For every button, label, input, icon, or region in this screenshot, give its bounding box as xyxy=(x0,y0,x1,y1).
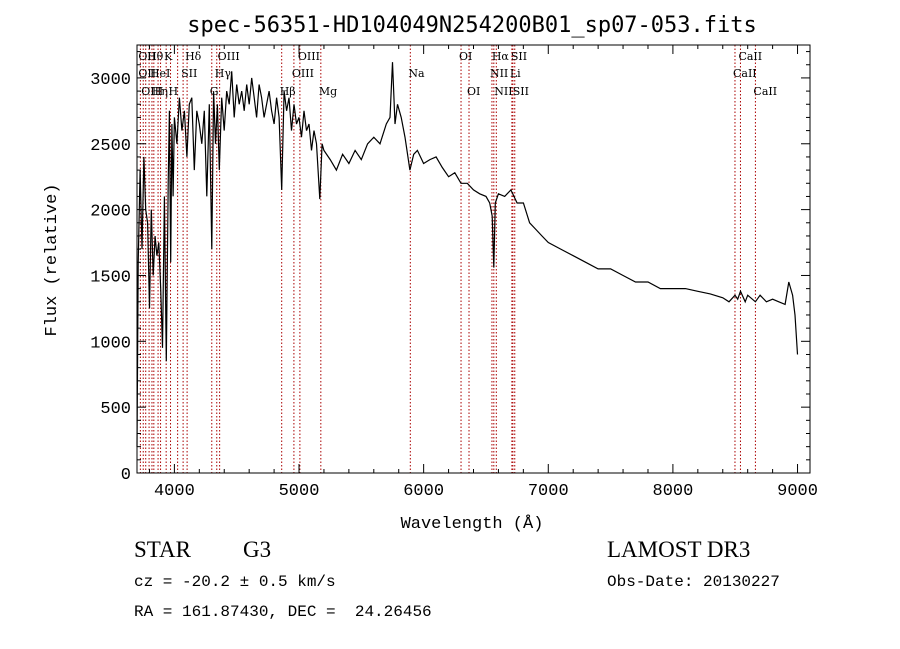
line-label-3-top: Hθ xyxy=(147,50,164,63)
line-label-20-mid: Na xyxy=(408,67,425,80)
line-label-0-top: OII xyxy=(138,50,156,63)
y-tick-label-5: 2500 xyxy=(90,137,131,156)
line-label-1-low: OIII xyxy=(141,85,163,98)
y-tick-label-6: 3000 xyxy=(90,71,131,90)
line-label-24-top: Hα xyxy=(492,50,510,63)
y-tick-label-3: 1500 xyxy=(90,268,131,287)
y-tick-label-1: 500 xyxy=(100,400,131,419)
line-label-28-low: SII xyxy=(513,85,529,98)
x-tick-label-1: 5000 xyxy=(279,482,320,501)
object-subclass: G3 xyxy=(243,537,272,562)
y-tick-label-4: 2000 xyxy=(90,203,131,222)
survey-name: LAMOST DR3 xyxy=(607,537,751,562)
x-axis-ticks: 4000 5000 6000 7000 8000 9000 xyxy=(148,45,818,501)
line-label-16-low: Hβ xyxy=(280,85,296,98)
y-axis-label: Flux (relative) xyxy=(43,183,62,336)
line-label-9-low: H xyxy=(169,85,179,98)
line-label-23-mid: NII xyxy=(490,67,508,80)
x-tick-label-2: 6000 xyxy=(403,482,444,501)
observation-date: Obs-Date: 20130227 xyxy=(607,573,780,591)
line-label-17-mid: OIII xyxy=(292,67,314,80)
y-tick-label-0: 0 xyxy=(121,466,131,485)
line-label-21-top: OI xyxy=(459,50,472,63)
line-label-27-top: SII xyxy=(511,50,527,63)
line-label-31-low: CaII xyxy=(753,85,777,98)
line-label-25-low: NII xyxy=(494,85,512,98)
line-label-29-mid: CaII xyxy=(733,67,757,80)
plot-frame xyxy=(136,44,811,474)
line-label-5-low: Hη xyxy=(152,85,168,98)
line-label-22-low: OI xyxy=(467,85,480,98)
y-axis-ticks: 0 500 1000 1500 2000 2500 3000 xyxy=(90,51,810,485)
line-label-30-top: CaII xyxy=(738,50,762,63)
line-label-19-low: Mg xyxy=(319,85,337,98)
x-tick-label-3: 7000 xyxy=(528,482,569,501)
y-tick-label-2: 1000 xyxy=(90,334,131,353)
line-label-15-top: OIII xyxy=(218,50,240,63)
emission-line-markers xyxy=(139,45,756,473)
velocity-readout: cz = -20.2 ± 0.5 km/s xyxy=(134,573,336,591)
line-label-18-top: OIII xyxy=(298,50,320,63)
line-label-12-top: Hδ xyxy=(185,50,202,63)
line-label-26-mid: Li xyxy=(510,67,521,80)
emission-line-labels: OIIOIIOIIIHθHeIHηKHSIIHδGHγOIIIHβOIIIOII… xyxy=(138,50,777,98)
line-label-14-mid: Hγ xyxy=(215,67,232,80)
chart-title: spec-56351-HD104049N254200B01_sp07-053.f… xyxy=(187,13,757,38)
line-label-0-mid: OII xyxy=(138,67,156,80)
coordinates-readout: RA = 161.87430, DEC = 24.26456 xyxy=(134,603,432,621)
spectrum-series-line xyxy=(136,62,799,447)
x-tick-label-0: 4000 xyxy=(154,482,195,501)
line-label-8-top: K xyxy=(164,50,173,63)
line-label-11-mid: SII xyxy=(181,67,197,80)
line-label-4-mid: HeI xyxy=(150,67,170,80)
x-tick-label-5: 9000 xyxy=(777,482,818,501)
x-tick-label-4: 8000 xyxy=(653,482,694,501)
object-class: STAR xyxy=(134,537,191,562)
x-axis-label: Wavelength (Å) xyxy=(401,515,544,534)
